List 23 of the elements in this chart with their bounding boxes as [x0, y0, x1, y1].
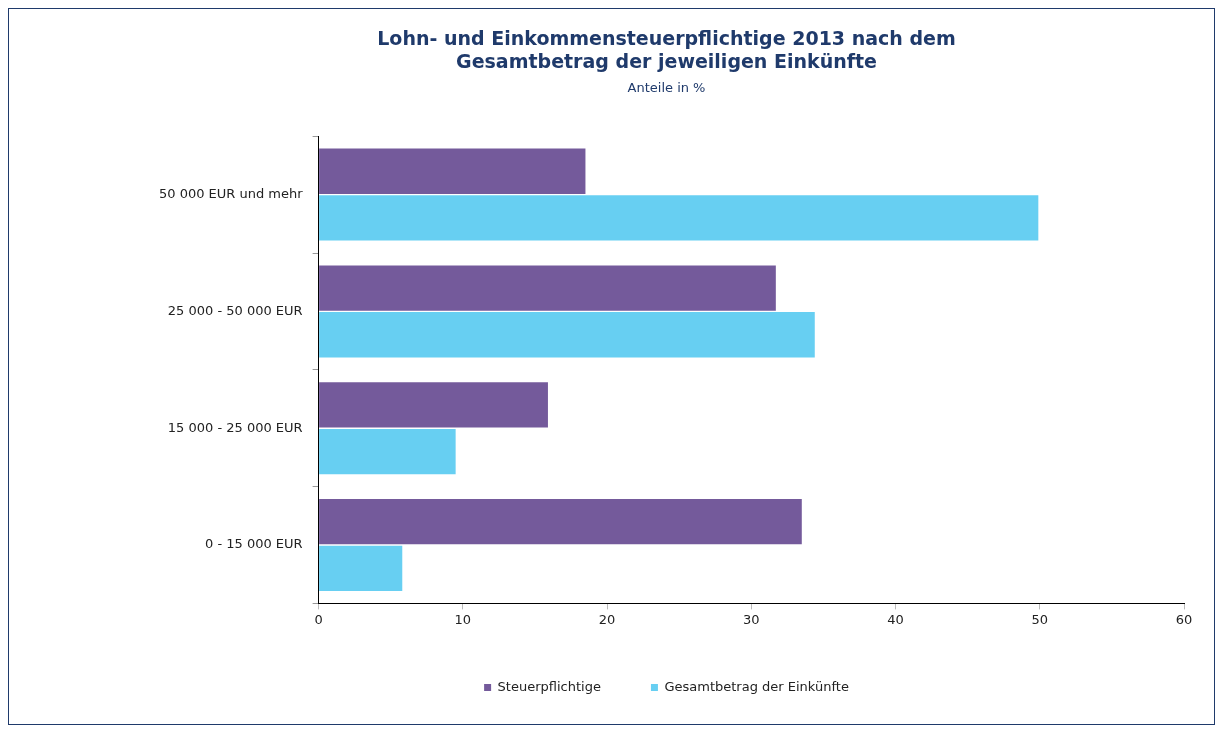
- legend-label: Gesamtbetrag der Einkünfte: [664, 678, 849, 694]
- bar: [319, 498, 802, 545]
- bar: [319, 312, 815, 358]
- bar: [319, 148, 586, 194]
- bar: [319, 382, 548, 428]
- bar: [319, 428, 456, 475]
- y-tick-label: 0 - 15 000 EUR: [205, 536, 303, 552]
- bar: [319, 195, 1039, 241]
- x-tick-label: 20: [598, 611, 616, 627]
- x-tick-label: 50: [1031, 611, 1049, 627]
- x-tick-label: 40: [887, 611, 904, 627]
- x-tick-label: 60: [1175, 611, 1193, 627]
- x-tick-label: 0: [314, 611, 323, 627]
- y-tick-label: 15 000 - 25 000 EUR: [167, 419, 303, 435]
- chart-subtitle: Anteile in %: [627, 79, 706, 95]
- bar: [319, 545, 403, 592]
- bar: [319, 265, 776, 311]
- legend-label: Steuerpflichtige: [497, 678, 601, 694]
- chart-title: Lohn- und Einkommensteuerpflichtige 2013 nach dem Gesamtbetrag der jeweiligen Einkünfte: [377, 27, 956, 73]
- y-tick-label: 25 000 - 50 000 EUR: [167, 302, 303, 318]
- x-tick-label: 30: [743, 611, 760, 627]
- x-tick-label: 10: [454, 611, 472, 627]
- y-tick-label: 50 000 EUR und mehr: [159, 185, 304, 201]
